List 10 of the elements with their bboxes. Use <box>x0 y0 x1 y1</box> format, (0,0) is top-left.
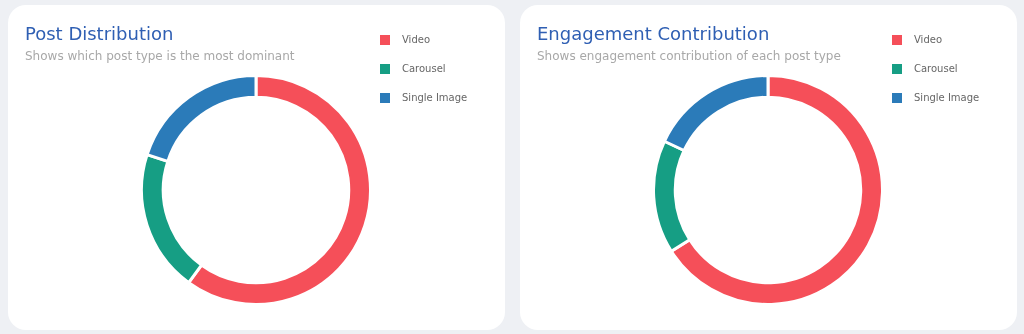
chart-title: Engagement Contribution <box>537 23 770 44</box>
legend-label: Video <box>914 34 943 45</box>
chart-title: Post Distribution <box>25 23 174 44</box>
text: Shows which post type is the most dominant <box>25 49 295 63</box>
legend-label: Carousel <box>914 63 958 74</box>
legend-label: Video <box>402 34 431 45</box>
text: Shows engagement contribution of each post type <box>537 49 841 63</box>
legend-label: Single Image <box>914 92 980 103</box>
legend-label: Carousel <box>402 63 446 74</box>
legend-label: Single Image <box>402 92 468 103</box>
